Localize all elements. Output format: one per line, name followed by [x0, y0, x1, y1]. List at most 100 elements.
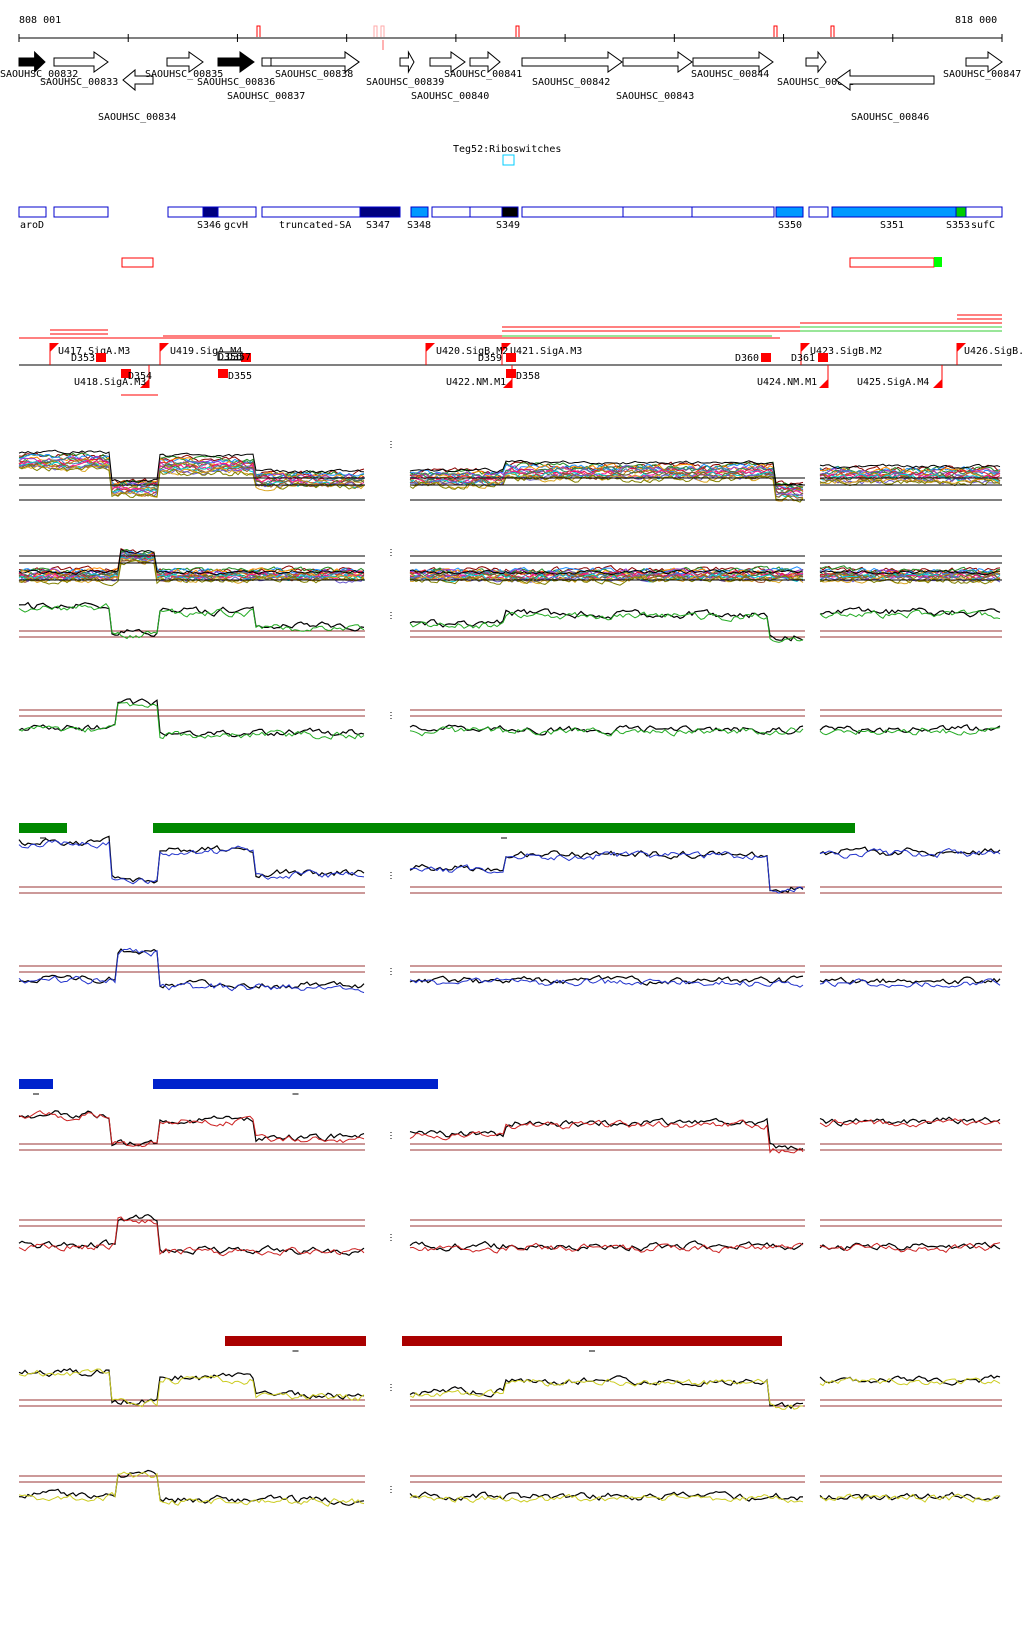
expression-trace: [409, 611, 804, 643]
expression-panels: [18, 441, 1002, 1507]
expression-trace: [409, 471, 804, 499]
gene-arrow[interactable]: [122, 68, 154, 92]
feature-label: truncated-SA: [279, 220, 351, 231]
expression-trace: [409, 850, 804, 893]
condition-bar-red[interactable]: [402, 1336, 782, 1346]
terminator-square-icon[interactable]: [96, 353, 106, 362]
expression-trace: [18, 835, 365, 884]
feature-box[interactable]: [831, 206, 957, 218]
terminator-overlap-box: [217, 351, 243, 361]
terminator-label: D360: [735, 353, 759, 364]
condition-bar-green[interactable]: [19, 823, 67, 833]
feature-box[interactable]: [410, 206, 429, 218]
expression-trace: [409, 470, 804, 499]
promoter-label: U423.SigB.M2: [810, 346, 882, 357]
feature-box[interactable]: [775, 206, 804, 218]
gene-arrow[interactable]: [18, 50, 46, 74]
terminator-square-icon[interactable]: [218, 369, 228, 378]
paired-sample-panel: [18, 947, 1002, 994]
feature-label: sufC: [971, 220, 995, 231]
feature-label: S348: [407, 220, 431, 231]
paired-sample-panel: [18, 835, 1002, 894]
feature-box[interactable]: [691, 206, 775, 218]
gene-arrow[interactable]: [835, 69, 935, 91]
feature-box[interactable]: [53, 206, 109, 218]
feature-box[interactable]: [217, 206, 257, 218]
gene-arrow[interactable]: [965, 51, 1003, 73]
promoter-flag-icon[interactable]: [819, 365, 829, 388]
feature-box[interactable]: [18, 206, 47, 218]
feature-box[interactable]: [965, 206, 1003, 218]
gene-arrow[interactable]: [217, 51, 255, 73]
gene-label: SAOUHSC_00840: [411, 91, 489, 102]
expression-trace: [409, 565, 804, 576]
gene-arrow[interactable]: [622, 51, 693, 73]
expression-trace: [819, 1118, 1001, 1128]
promoter-label: U426.SigB.: [964, 346, 1024, 357]
gene-arrow[interactable]: [521, 51, 623, 73]
expression-trace: [18, 557, 365, 584]
terminator-square-icon[interactable]: [121, 369, 131, 378]
promoter-flag-icon[interactable]: [933, 365, 943, 388]
region-box-green[interactable]: [934, 257, 942, 267]
feature-box[interactable]: [202, 206, 219, 218]
promoter-flag-icon[interactable]: [800, 343, 810, 365]
feature-box[interactable]: [808, 206, 829, 218]
expression-trace: [409, 1493, 804, 1504]
terminator-square-icon[interactable]: [506, 353, 516, 362]
promoter-label: U420.SigB.M2: [436, 346, 508, 357]
expression-trace: [819, 606, 1001, 618]
feature-box[interactable]: [167, 206, 204, 218]
gene-label: SAOUHSC_00847: [943, 69, 1021, 80]
condition-bar-blue[interactable]: [153, 1079, 438, 1089]
terminator-label: D355: [228, 371, 252, 382]
gene-arrow[interactable]: [166, 51, 204, 73]
condition-bar-red[interactable]: [225, 1336, 366, 1346]
feature-box[interactable]: [359, 206, 401, 218]
feature-box[interactable]: [622, 206, 693, 218]
gene-arrow[interactable]: [805, 50, 827, 74]
condition-bar-blue[interactable]: [19, 1079, 53, 1089]
expression-trace: [409, 468, 804, 497]
condition-bar-green[interactable]: [153, 823, 855, 833]
region-box-right[interactable]: [849, 257, 935, 268]
terminator-square-icon[interactable]: [241, 353, 251, 362]
terminator-label: D353: [71, 353, 95, 364]
feature-box[interactable]: [955, 206, 967, 218]
promoter-label: U419.SigA.M4: [170, 346, 242, 357]
feature-box[interactable]: [469, 206, 503, 218]
expression-trace: [819, 846, 1001, 857]
gene-arrow[interactable]: [692, 51, 774, 73]
gene-label: SAOUHSC_00842: [532, 77, 610, 88]
feature-box[interactable]: [521, 206, 624, 218]
feature-box[interactable]: [431, 206, 471, 218]
feature-box[interactable]: [261, 206, 361, 218]
region-box-left[interactable]: [121, 257, 154, 268]
promoter-flag-icon[interactable]: [159, 343, 169, 365]
gene-arrow[interactable]: [469, 50, 501, 74]
terminator-square-icon[interactable]: [506, 369, 516, 378]
gene-arrow[interactable]: [53, 51, 109, 73]
gene-label: SAOUHSC_00846: [851, 112, 929, 123]
terminator-square-icon[interactable]: [818, 353, 828, 362]
promoter-flag-icon[interactable]: [501, 343, 511, 365]
promoter-flag-icon[interactable]: [140, 365, 150, 388]
riboswitch-track: Teg52:Riboswitches: [453, 144, 561, 166]
gene-arrow[interactable]: [270, 51, 360, 73]
terminator-square-icon[interactable]: [761, 353, 771, 362]
expression-trace: [409, 459, 804, 486]
expression-trace: [18, 1110, 365, 1147]
riboswitch-box[interactable]: [502, 154, 515, 166]
expression-trace: [819, 477, 1001, 485]
terminator-label: D354: [128, 371, 152, 382]
promoter-flag-icon[interactable]: [425, 343, 435, 365]
ruler-mark: [373, 25, 378, 37]
feature-box[interactable]: [501, 206, 519, 218]
gene-arrow[interactable]: [429, 51, 466, 73]
expression-trace: [819, 1116, 1001, 1127]
promoter-flag-icon[interactable]: [49, 343, 59, 365]
paired-sample-panel: [18, 1110, 1002, 1154]
promoter-flag-icon[interactable]: [956, 343, 966, 365]
gene-arrow[interactable]: [399, 50, 415, 74]
